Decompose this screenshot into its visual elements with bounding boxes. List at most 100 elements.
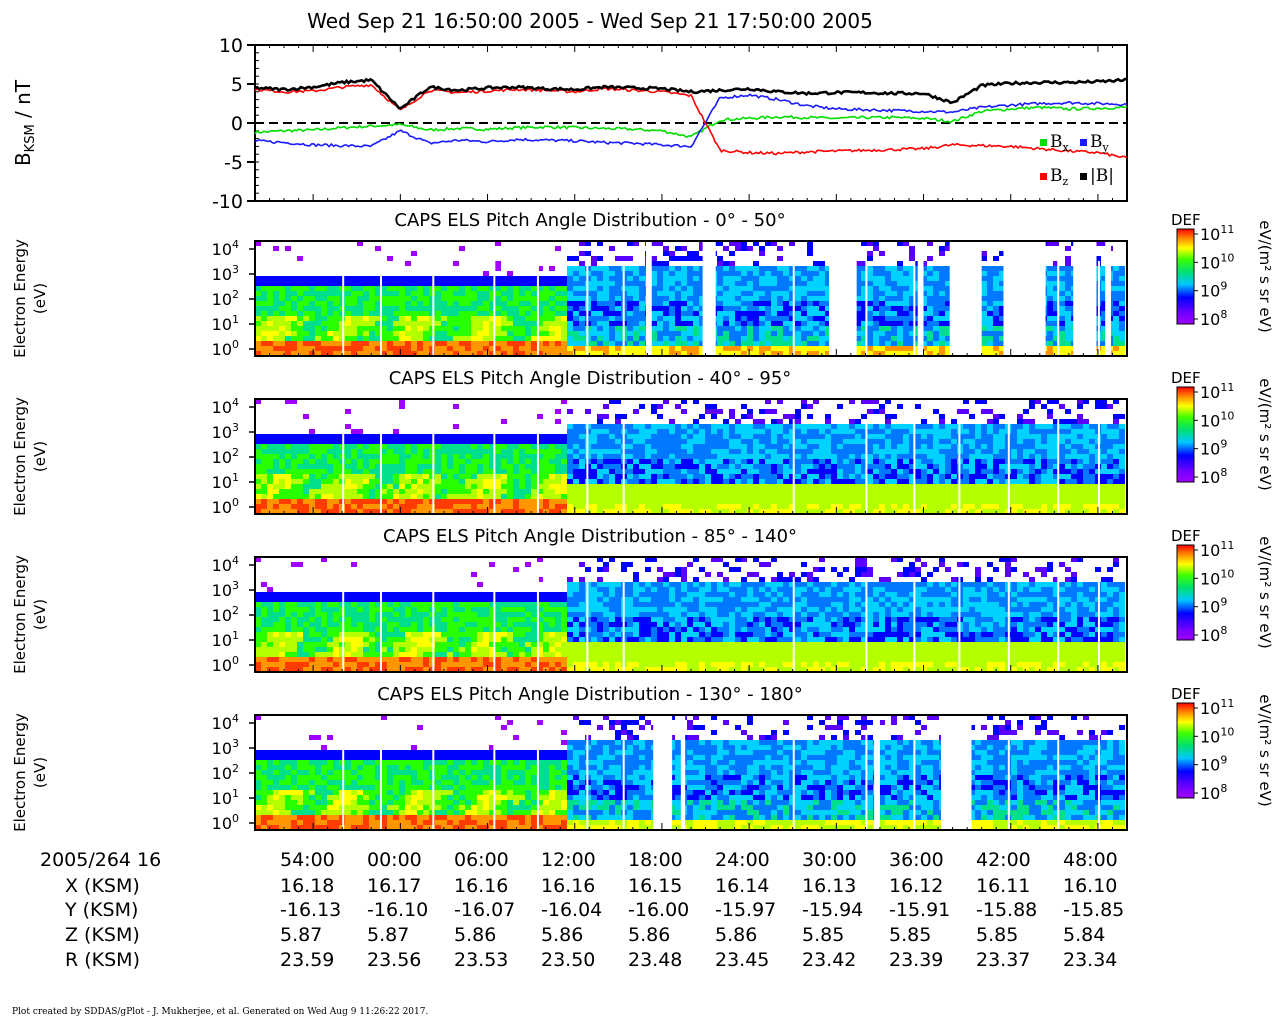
spectrogram-cell bbox=[1101, 341, 1107, 346]
spectrogram-cell bbox=[345, 494, 351, 499]
spectrogram-cell bbox=[675, 494, 681, 499]
spectrogram-cell bbox=[663, 246, 669, 251]
spectrogram-cell bbox=[699, 489, 705, 494]
spectrogram-cell bbox=[819, 499, 825, 504]
spectrogram-cell bbox=[987, 341, 993, 346]
spectrogram-cell bbox=[423, 351, 429, 356]
spectrogram-cell bbox=[927, 276, 933, 281]
spectrogram-cell bbox=[843, 439, 849, 444]
spectrogram-cell bbox=[327, 341, 333, 346]
spectrogram-cell bbox=[405, 291, 411, 296]
spectrogram-cell bbox=[729, 251, 735, 256]
spectrogram-cell bbox=[867, 499, 873, 504]
spectrogram-cell bbox=[879, 271, 885, 276]
spectrogram-cell bbox=[525, 286, 531, 291]
spectrogram-cell bbox=[303, 509, 309, 514]
spectrogram-cell bbox=[351, 439, 357, 444]
spectrogram-cell bbox=[687, 301, 693, 306]
spectrogram-cell bbox=[261, 296, 267, 301]
spectrogram-cell bbox=[765, 301, 771, 306]
spectrogram-cell bbox=[255, 316, 261, 321]
spectrogram-cell bbox=[579, 504, 585, 509]
spectrogram-cell bbox=[795, 346, 801, 351]
spectrogram-cell bbox=[927, 351, 933, 356]
spectrogram-cell bbox=[711, 459, 717, 464]
spectrogram-cell bbox=[333, 306, 339, 311]
spectrogram-cell bbox=[351, 449, 357, 454]
spectrogram-cell bbox=[687, 271, 693, 276]
spectrogram-cell bbox=[819, 281, 825, 286]
spectrogram-cell bbox=[729, 316, 735, 321]
spectrogram-cell bbox=[777, 281, 783, 286]
spectrogram-cell bbox=[525, 326, 531, 331]
spectrogram-cell bbox=[777, 331, 783, 336]
spectrogram-cell bbox=[591, 341, 597, 346]
spectrogram-cell bbox=[801, 399, 807, 404]
spectrogram-cell bbox=[387, 316, 393, 321]
spectrogram-cell bbox=[597, 331, 603, 336]
spectrogram-cell bbox=[999, 301, 1005, 306]
spectrogram-cell bbox=[699, 266, 705, 271]
spectrogram-cell bbox=[351, 351, 357, 356]
spectrogram-cell bbox=[483, 291, 489, 296]
spectrogram-cell bbox=[795, 316, 801, 321]
spectrogram-cell bbox=[327, 454, 333, 459]
spectrogram-cell bbox=[465, 449, 471, 454]
spectrogram-cell bbox=[861, 261, 867, 266]
spectrogram-cell bbox=[939, 266, 945, 271]
spectrogram-cell bbox=[267, 439, 273, 444]
spectrogram-cell bbox=[333, 494, 339, 499]
data-gap-line bbox=[958, 261, 961, 356]
spectrogram-cell bbox=[1065, 256, 1071, 261]
spectrogram-cell bbox=[669, 291, 675, 296]
spectrogram-cell bbox=[855, 439, 861, 444]
spectrogram-cell bbox=[777, 399, 783, 404]
spectrogram-cell bbox=[999, 276, 1005, 281]
spectrogram-cell bbox=[681, 336, 687, 341]
spectrogram-cell bbox=[675, 331, 681, 336]
spectrogram-cell bbox=[879, 331, 885, 336]
spectrogram-cell bbox=[861, 311, 867, 316]
spectrogram-cell bbox=[465, 316, 471, 321]
spectrogram-cell bbox=[507, 444, 513, 449]
spectrogram-cell bbox=[699, 469, 705, 474]
spectrogram-cell bbox=[873, 469, 879, 474]
spectrogram-cell bbox=[723, 331, 729, 336]
spectrogram-cell bbox=[837, 474, 843, 479]
spectrogram-cell bbox=[933, 346, 939, 351]
spectrogram-cell bbox=[795, 469, 801, 474]
spectrogram-cell bbox=[375, 504, 381, 509]
spectrogram-cell bbox=[885, 469, 891, 474]
spectrogram-cell bbox=[495, 336, 501, 341]
spectrogram-cell bbox=[651, 276, 657, 281]
spectrogram-cell bbox=[945, 346, 951, 351]
spectrogram-cell bbox=[429, 351, 435, 356]
spectrogram-cell bbox=[765, 276, 771, 281]
spectrogram-cell bbox=[747, 246, 753, 251]
spectrogram-cell bbox=[759, 351, 765, 356]
spectrogram-cell bbox=[597, 301, 603, 306]
spectrogram-cell bbox=[411, 449, 417, 454]
spectrogram-cell bbox=[477, 469, 483, 474]
spectrogram-cell bbox=[435, 499, 441, 504]
spectrogram-cell bbox=[483, 296, 489, 301]
spectrogram-cell bbox=[561, 494, 567, 499]
spectrogram-cell bbox=[921, 346, 927, 351]
spectrogram-cell bbox=[309, 296, 315, 301]
spectrogram-cell bbox=[351, 429, 357, 434]
spectrogram-cell bbox=[627, 494, 633, 499]
spectrogram-cell bbox=[501, 439, 507, 444]
spectrogram-cell bbox=[351, 296, 357, 301]
spectrogram-cell bbox=[663, 326, 669, 331]
spectrogram-cell bbox=[909, 271, 915, 276]
spectrogram-cell bbox=[399, 291, 405, 296]
spectrogram-cell bbox=[801, 509, 807, 514]
spectrogram-cell bbox=[339, 311, 345, 316]
spectrogram-cell bbox=[669, 444, 675, 449]
spectrogram-cell bbox=[765, 504, 771, 509]
spectrogram-cell bbox=[861, 306, 867, 311]
spectrogram-cell bbox=[627, 286, 633, 291]
spectrogram-cell bbox=[645, 509, 651, 514]
spectrogram-cell bbox=[657, 311, 663, 316]
spectrogram-cell bbox=[327, 311, 333, 316]
